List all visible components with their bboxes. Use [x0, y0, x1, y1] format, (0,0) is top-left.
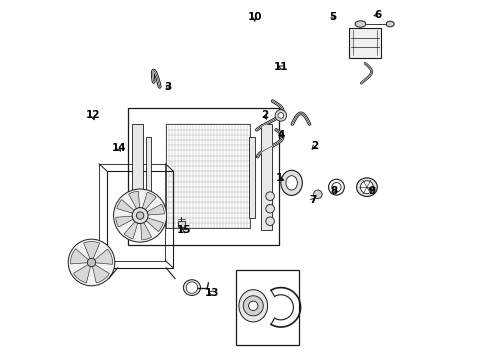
Text: 13: 13 [205, 288, 219, 298]
Text: 8: 8 [330, 186, 338, 197]
Text: 2: 2 [311, 141, 318, 151]
Ellipse shape [286, 176, 297, 190]
Wedge shape [140, 216, 164, 231]
Wedge shape [71, 249, 92, 264]
Wedge shape [129, 191, 140, 216]
Wedge shape [116, 216, 140, 227]
Text: 9: 9 [369, 186, 376, 196]
Circle shape [266, 192, 274, 201]
Bar [128, 108, 279, 244]
Text: 14: 14 [111, 143, 126, 153]
Circle shape [114, 189, 167, 242]
Ellipse shape [281, 170, 302, 195]
Text: 6: 6 [374, 10, 381, 20]
Wedge shape [92, 262, 109, 283]
Wedge shape [140, 216, 151, 240]
Text: 5: 5 [329, 12, 337, 22]
Circle shape [186, 282, 197, 293]
Text: 15: 15 [177, 225, 191, 235]
Bar [177, 221, 185, 227]
Bar [132, 125, 143, 230]
Circle shape [361, 181, 373, 194]
Text: 1: 1 [275, 173, 283, 183]
Text: 4: 4 [277, 130, 285, 140]
Bar [166, 125, 250, 228]
Text: 10: 10 [247, 12, 262, 22]
Text: 2: 2 [261, 111, 269, 121]
Bar [146, 137, 151, 218]
Bar [261, 125, 272, 230]
Circle shape [278, 113, 284, 118]
Wedge shape [74, 262, 92, 283]
Text: 7: 7 [310, 195, 317, 205]
Circle shape [266, 217, 274, 226]
Wedge shape [140, 204, 165, 216]
Wedge shape [124, 216, 140, 239]
Bar [99, 164, 166, 261]
Bar [236, 270, 299, 345]
Text: 3: 3 [164, 82, 171, 92]
Ellipse shape [355, 21, 366, 27]
Ellipse shape [357, 178, 377, 197]
Ellipse shape [183, 280, 200, 296]
Text: 11: 11 [273, 62, 288, 72]
Circle shape [314, 190, 322, 199]
Circle shape [68, 239, 115, 286]
Circle shape [266, 204, 274, 213]
Circle shape [87, 258, 96, 267]
Wedge shape [117, 199, 140, 216]
Text: 12: 12 [85, 111, 100, 121]
Ellipse shape [239, 290, 268, 322]
Bar [107, 171, 173, 268]
Circle shape [275, 110, 287, 121]
Bar [349, 28, 381, 58]
Ellipse shape [386, 21, 394, 27]
Wedge shape [140, 192, 156, 216]
Circle shape [248, 301, 258, 310]
Circle shape [136, 212, 144, 219]
Circle shape [243, 296, 263, 316]
Wedge shape [92, 249, 113, 264]
Bar [248, 137, 255, 218]
Circle shape [132, 208, 148, 224]
Circle shape [332, 183, 341, 192]
Wedge shape [84, 242, 99, 262]
